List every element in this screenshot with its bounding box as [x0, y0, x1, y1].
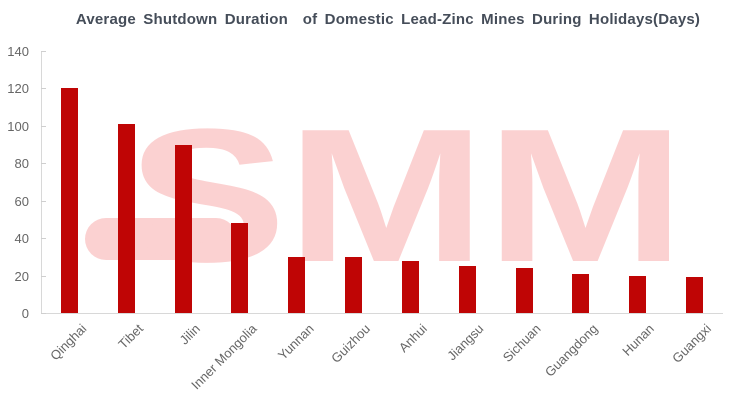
x-tick-label: Jilin — [176, 321, 203, 348]
y-tick-label: 20 — [14, 269, 29, 284]
x-tick-label: Guangxi — [669, 321, 715, 366]
x-tick-label: Jiangsu — [444, 321, 487, 364]
bar-anhui — [402, 261, 419, 313]
bar-guizhou — [345, 257, 362, 313]
bar-yunnan — [288, 257, 305, 313]
x-tick-label: Tibet — [115, 321, 146, 352]
bar-qinghai — [61, 88, 78, 313]
bar-jiangsu — [459, 266, 476, 313]
x-tick-label: Guangdong — [541, 321, 601, 380]
y-tick-mark — [41, 238, 46, 239]
y-tick-label: 140 — [7, 44, 29, 59]
x-tick-label: Yunnan — [274, 321, 317, 363]
y-tick-label: 100 — [7, 119, 29, 134]
bar-hunan — [629, 276, 646, 313]
x-tick-label: Anhui — [395, 321, 431, 356]
bar-guangdong — [572, 274, 589, 313]
x-tick-label: Guizhou — [328, 321, 374, 366]
y-tick-mark — [41, 163, 46, 164]
bar-tibet — [118, 124, 135, 313]
bar-inner-mongolia — [231, 223, 248, 313]
y-tick-mark — [41, 276, 46, 277]
y-tick-mark — [41, 313, 46, 314]
y-tick-mark — [41, 201, 46, 202]
bar-sichuan — [516, 268, 533, 313]
x-tick-label: Qinghai — [46, 321, 90, 364]
y-tick-mark — [41, 88, 46, 89]
y-tick-label: 60 — [14, 194, 29, 209]
bar-guangxi — [686, 277, 703, 313]
y-tick-label: 0 — [21, 306, 29, 321]
y-tick-mark — [41, 126, 46, 127]
y-tick-label: 80 — [14, 156, 29, 171]
x-tick-label: Hunan — [619, 321, 658, 359]
x-tick-label: Sichuan — [499, 321, 544, 365]
x-axis-line — [41, 313, 723, 314]
bar-jilin — [175, 145, 192, 313]
y-tick-label: 40 — [14, 231, 29, 246]
chart-title: Average Shutdown Duration of Domestic Le… — [75, 11, 701, 28]
y-tick-mark — [41, 51, 46, 52]
y-axis-line — [41, 51, 42, 313]
y-tick-label: 120 — [7, 81, 29, 96]
